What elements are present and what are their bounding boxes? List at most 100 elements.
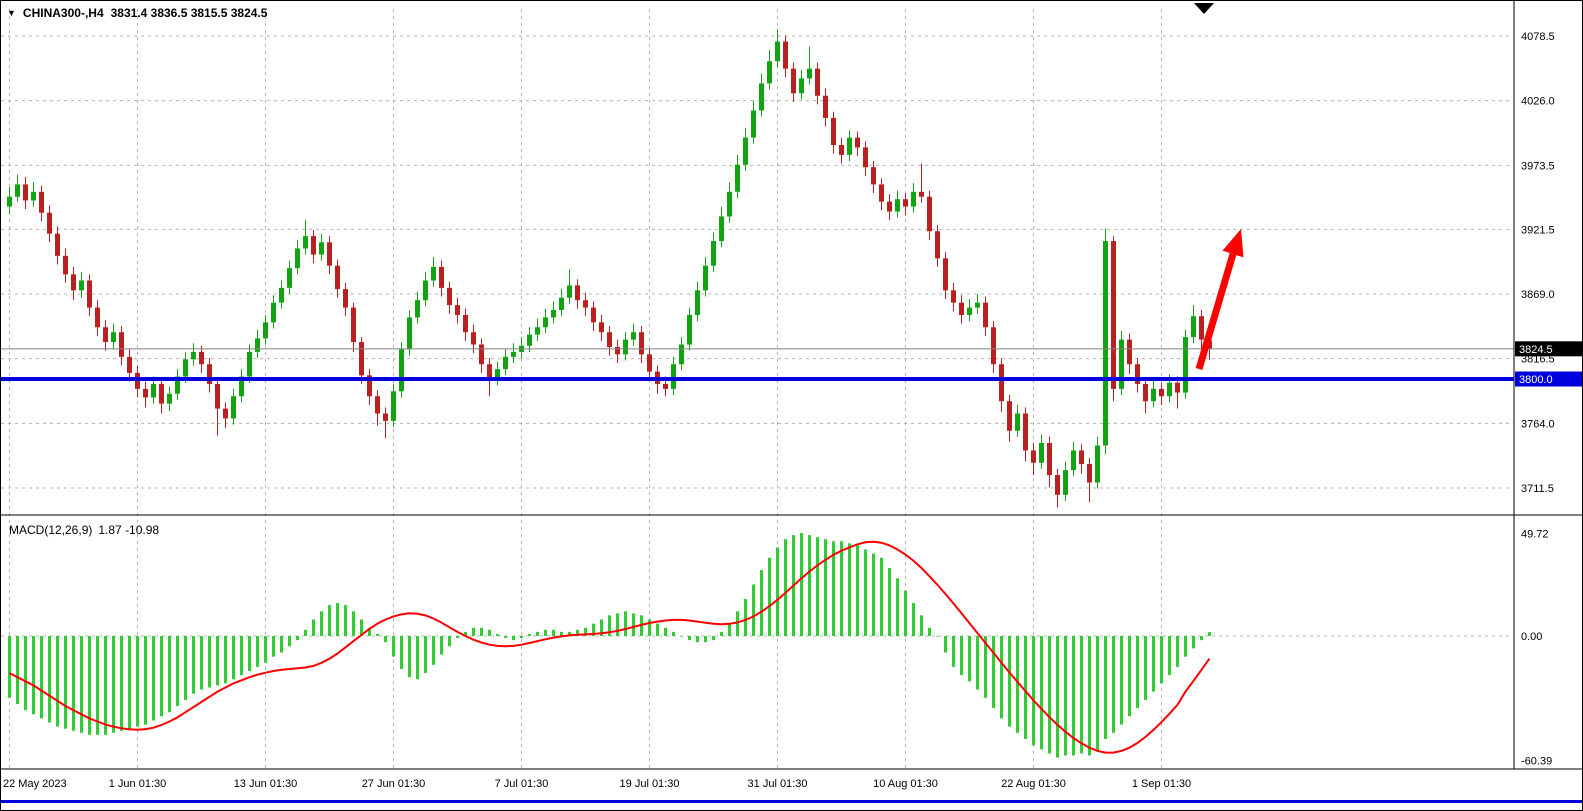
time-axis-label[interactable]: 31 Jul 01:30 <box>748 778 808 790</box>
window-frame-accent <box>1 800 1582 803</box>
candle-bullish <box>911 191 916 207</box>
macd-histogram-bar <box>432 636 435 665</box>
macd-histogram-bar <box>32 636 35 715</box>
candle-bearish <box>935 231 940 259</box>
macd-histogram-bar <box>928 627 931 636</box>
candle-bearish <box>103 327 108 343</box>
macd-histogram-bar <box>840 541 843 636</box>
candle-bearish <box>367 375 372 397</box>
macd-histogram-bar <box>744 598 747 636</box>
candle-bearish <box>991 327 996 365</box>
trend-arrow-head[interactable] <box>1222 229 1244 258</box>
current-price-badge-label: 3824.5 <box>1519 344 1553 356</box>
candle-bearish <box>647 354 652 372</box>
candle-bearish <box>1007 401 1012 431</box>
candle-bullish <box>679 344 684 365</box>
macd-histogram-bar <box>608 615 611 636</box>
candle-bullish <box>183 359 188 377</box>
candle-bullish <box>895 199 900 212</box>
trend-arrow-shaft[interactable] <box>1195 253 1237 370</box>
candle-bullish <box>1151 388 1156 402</box>
time-axis-label[interactable]: 22 May 2023 <box>3 778 67 790</box>
macd-histogram-bar <box>216 636 219 686</box>
candle-bearish <box>591 307 596 323</box>
time-axis-label[interactable]: 22 Aug 01:30 <box>1001 778 1066 790</box>
price-axis-label: 3869.0 <box>1521 289 1555 301</box>
macd-histogram-bar <box>160 636 163 717</box>
chart-shift-marker[interactable] <box>1194 3 1214 14</box>
candle-bullish <box>1071 450 1076 471</box>
macd-histogram-bar <box>520 636 523 639</box>
macd-histogram-bar <box>576 629 579 636</box>
candle-bearish <box>1047 443 1052 476</box>
macd-histogram-bar <box>232 636 235 680</box>
candle-bearish <box>375 396 380 414</box>
candle-bullish <box>527 334 532 346</box>
macd-histogram-bar <box>584 627 587 636</box>
macd-histogram-bar <box>1168 636 1171 676</box>
macd-histogram-bar <box>448 636 451 647</box>
candle-bullish <box>559 297 564 311</box>
candle-bullish <box>719 216 724 242</box>
candle-bearish <box>223 408 228 419</box>
candle-bearish <box>55 233 60 256</box>
macd-histogram-bar <box>896 578 899 636</box>
macd-histogram-bar <box>88 636 91 735</box>
macd-histogram-bar <box>1192 636 1195 649</box>
macd-histogram-bar <box>1144 636 1147 700</box>
macd-histogram-bar <box>592 623 595 636</box>
macd-histogram-bar <box>488 629 491 636</box>
candle-bearish <box>215 383 220 409</box>
macd-histogram-bar <box>128 636 131 729</box>
candle-bearish <box>919 191 924 197</box>
candle-bearish <box>63 255 68 275</box>
candle-bearish <box>927 196 932 232</box>
time-axis-label[interactable]: 27 Jun 01:30 <box>362 778 426 790</box>
candle-bearish <box>959 302 964 315</box>
candle-bullish <box>15 184 20 197</box>
macd-histogram-bar <box>536 631 539 636</box>
macd-histogram-bar <box>456 636 459 639</box>
candle-bullish <box>799 78 804 94</box>
macd-histogram-bar <box>48 636 51 723</box>
candle-bullish <box>551 310 556 318</box>
time-axis-label[interactable]: 7 Jul 01:30 <box>495 778 549 790</box>
price-axis-label: 4078.5 <box>1521 31 1555 43</box>
candle-bullish <box>1039 443 1044 463</box>
candle-bearish <box>87 280 92 308</box>
candle-bullish <box>303 236 308 249</box>
time-axis-label[interactable]: 10 Aug 01:30 <box>873 778 938 790</box>
candle-bearish <box>855 137 860 148</box>
macd-histogram-bar <box>856 545 859 636</box>
candle-bearish <box>71 274 76 291</box>
macd-histogram-bar <box>1064 636 1067 756</box>
symbol-dropdown-icon[interactable]: ▼ <box>7 7 16 18</box>
time-axis-label[interactable]: 19 Jul 01:30 <box>620 778 680 790</box>
price-axis-label: 3711.5 <box>1521 483 1554 495</box>
time-axis-label[interactable]: 13 Jun 01:30 <box>234 778 298 790</box>
candle-bearish <box>311 236 316 255</box>
macd-histogram-bar <box>912 603 915 636</box>
macd-histogram-bar <box>1040 636 1043 750</box>
price-axis-label: 4026.0 <box>1521 96 1555 108</box>
candle-bullish <box>543 317 548 328</box>
macd-histogram-bar <box>816 537 819 636</box>
macd-histogram-bar <box>424 636 427 674</box>
macd-histogram-bar <box>944 636 947 653</box>
macd-histogram-bar <box>40 636 43 719</box>
symbol-timeframe: CHINA300-,H4 <box>22 6 104 20</box>
macd-histogram-bar <box>56 636 59 727</box>
candle-bearish <box>479 344 484 365</box>
time-axis-label[interactable]: 1 Jun 01:30 <box>109 778 167 790</box>
macd-histogram-bar <box>408 636 411 678</box>
candle-bearish <box>943 258 948 291</box>
candle-bearish <box>583 300 588 308</box>
macd-histogram-bar <box>72 636 75 731</box>
time-axis-label[interactable]: 1 Sep 01:30 <box>1132 778 1191 790</box>
price-axis-label: 3764.0 <box>1521 418 1555 430</box>
macd-histogram-bar <box>984 636 987 698</box>
candle-bearish <box>343 289 348 308</box>
candle-bearish <box>359 342 364 376</box>
macd-histogram-bar <box>872 553 875 636</box>
